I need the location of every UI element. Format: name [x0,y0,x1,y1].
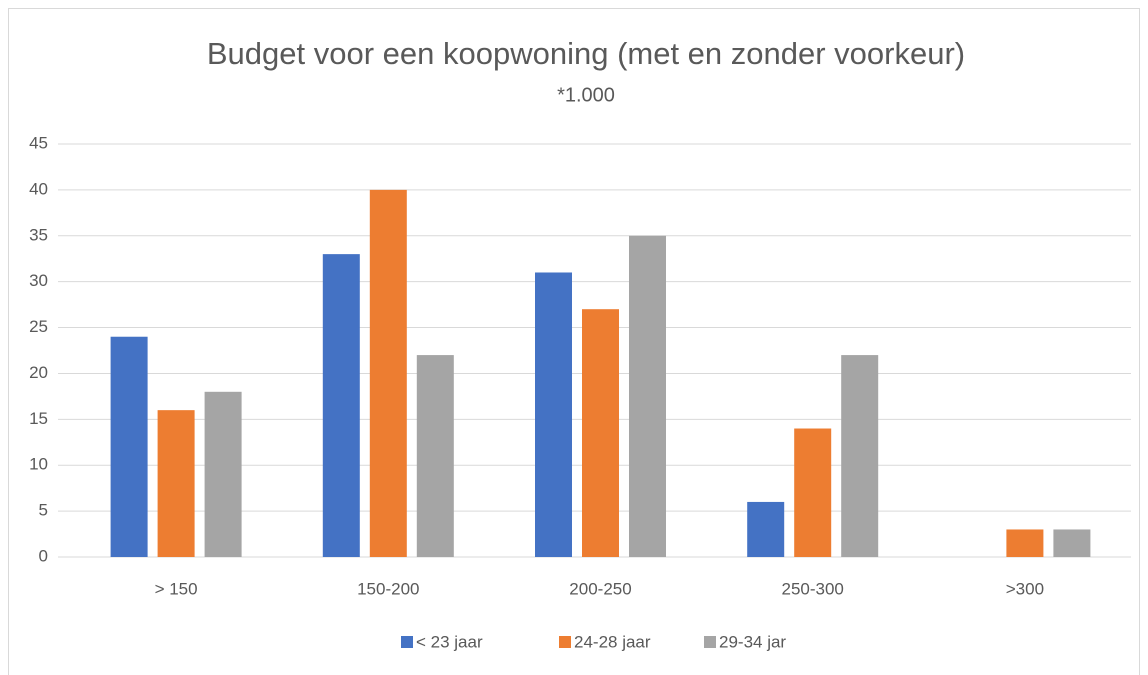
x-tick-label: 150-200 [357,579,419,598]
y-tick-label: 15 [29,409,48,428]
x-tick-label: 250-300 [782,579,844,598]
y-tick-label: 30 [29,271,48,290]
legend-swatch [704,636,716,648]
bar [747,501,785,557]
bar [535,272,572,557]
bar [322,254,360,557]
bar [841,355,879,557]
y-tick-label: 10 [29,455,48,474]
bar [110,336,148,557]
y-tick-label: 5 [39,501,48,520]
chart-title: Budget voor een koopwoning (met en zonde… [207,36,965,71]
y-tick-label: 35 [29,225,48,244]
y-tick-label: 25 [29,317,48,336]
bar [582,309,619,557]
y-tick-label: 20 [29,363,48,382]
bar [794,428,832,557]
bar [629,235,666,557]
x-tick-label: 200-250 [569,579,631,598]
y-tick-label: 0 [39,546,48,565]
legend-label: 24-28 jaar [574,632,651,651]
x-tick-label: >300 [1006,579,1044,598]
chart-border [8,8,1140,675]
bar [416,355,454,557]
y-tick-label: 45 [29,133,48,152]
legend-label: 29-34 jar [719,632,786,651]
bar [1006,529,1044,557]
legend-swatch [559,636,571,648]
x-tick-label: > 150 [155,579,198,598]
y-tick-label: 40 [29,179,48,198]
bar [369,189,407,557]
legend-swatch [401,636,413,648]
bar [204,391,242,557]
bar [157,410,195,557]
bar [1053,529,1091,557]
chart-subtitle: *1.000 [557,84,615,106]
legend-label: < 23 jaar [416,632,483,651]
